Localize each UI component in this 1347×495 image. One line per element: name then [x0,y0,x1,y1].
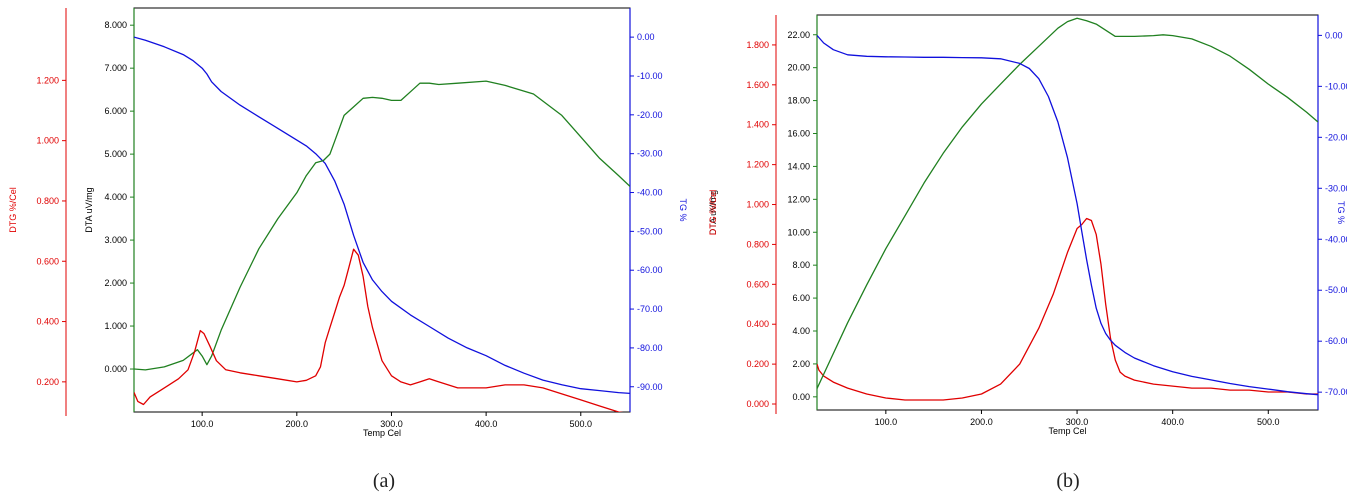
chart-b-tg-axis-label: TG % [1336,201,1346,224]
chart-a-plot-frame [133,7,631,413]
chart-b-dta-axis-label: DTA uV/mg [708,190,718,235]
chart-a-dta-tick-label: 0.000 [104,364,127,374]
chart-b-plot-frame [816,14,1319,411]
chart-a-tg-tick-label: -10.00 [637,71,663,81]
chart-b-tg-tick-label: -60.00 [1325,336,1347,346]
chart-b-dta-tick-label: 18.00 [787,96,810,106]
chart-a-dta-series-line [134,80,630,371]
chart-a-dta-tick-label: 7.000 [104,63,127,73]
chart-b-dta-tick-label: 2.00 [792,359,810,369]
chart-b-dta-tick-label: 14.00 [787,161,810,171]
chart-a-dta-axis-label: DTA uV/mg [84,187,94,232]
chart-a-x-tick-label: 200.0 [286,419,309,429]
chart-b-dtg-tick-label: 1.600 [746,80,769,90]
chart-b-dtg-axis-label: DTG %/Cel [708,190,718,236]
chart-a-x-axis-label: Temp Cel [363,428,401,438]
chart-b-dta-tick-label: 16.00 [787,129,810,139]
chart-b-dtg-tick-label: 0.600 [746,279,769,289]
chart-a-dtg-axis-label: DTG %/Cel [8,187,18,233]
chart-b-dtg-tick-label: 1.200 [746,160,769,170]
chart-b-x-tick-label: 200.0 [970,417,993,427]
chart-b-dta-series-line [817,17,1318,389]
chart-b-tg-tick-label: 0.00 [1325,30,1343,40]
chart-b-dtg-tick-label: 0.400 [746,319,769,329]
chart-a-dtg-series-line [134,248,624,412]
chart-b-tg-tick-label: -70.00 [1325,387,1347,397]
chart-b-dtg-series-line [817,217,1318,401]
chart-a-x-tick-label: 500.0 [570,419,593,429]
chart-b-dtg-tick-label: 0.200 [746,359,769,369]
chart-a-dta-tick-label: 3.000 [104,235,127,245]
chart-a-dta-tick-label: 5.000 [104,149,127,159]
chart-a-x-tick-label: 300.0 [380,419,403,429]
chart-a-dtg-tick-label: 1.200 [36,75,59,85]
chart-b-caption: (b) [1056,470,1079,492]
chart-b-dta-tick-label: 20.00 [787,63,810,73]
chart-a-dtg-tick-label: 0.400 [36,317,59,327]
chart-a-tg-tick-label: -90.00 [637,382,663,392]
chart-b-x-axis-label: Temp Cel [1048,426,1086,436]
chart-a-dtg-tick-label: 0.200 [36,377,59,387]
chart-a-x-tick-label: 100.0 [191,419,214,429]
chart-b-dta-tick-label: 6.00 [792,293,810,303]
chart-a-tg-tick-label: 0.00 [637,32,655,42]
chart-b-dta-tick-label: 8.00 [792,260,810,270]
chart-b-x-tick-label: 100.0 [875,417,898,427]
chart-b-dtg-tick-label: 0.000 [746,399,769,409]
chart-b-tg-tick-label: -40.00 [1325,234,1347,244]
chart-b-dtg-tick-label: 0.800 [746,239,769,249]
chart-a-tg-tick-label: -80.00 [637,343,663,353]
chart-a-tg-tick-label: -60.00 [637,265,663,275]
chart-a-tg-axis-label: TG % [678,198,688,221]
chart-a-tg-tick-label: -70.00 [637,304,663,314]
chart-b-tg-tick-label: -50.00 [1325,285,1347,295]
chart-a-tg-tick-label: -20.00 [637,110,663,120]
chart-b-tg-tick-label: -20.00 [1325,132,1347,142]
chart-a-dtg-tick-label: 0.800 [36,196,59,206]
chart-a-tg-tick-label: -30.00 [637,149,663,159]
chart-a-x-tick-label: 400.0 [475,419,498,429]
chart-b-dta-tick-label: 12.00 [787,194,810,204]
chart-a-caption: (a) [373,470,395,492]
chart-b-dta-tick-label: 10.00 [787,227,810,237]
chart-a-tg-tick-label: -40.00 [637,188,663,198]
chart-a-tg-tick-label: -50.00 [637,226,663,236]
chart-b-dta-tick-label: 4.00 [792,326,810,336]
chart-a-dtg-tick-label: 1.000 [36,136,59,146]
chart-a-dta-tick-label: 6.000 [104,106,127,116]
chart-b-x-tick-label: 300.0 [1066,417,1089,427]
chart-b-x-tick-label: 500.0 [1257,417,1280,427]
chart-b-tg-series-line [817,34,1318,396]
chart-b-dtg-tick-label: 1.400 [746,120,769,130]
chart-a-dtg-tick-label: 0.600 [36,256,59,266]
chart-a-dta-tick-label: 8.000 [104,20,127,30]
chart-a-dta-tick-label: 4.000 [104,192,127,202]
chart-b-tg-tick-label: -30.00 [1325,183,1347,193]
chart-a-tg-series-line [134,36,630,395]
chart-b-dtg-tick-label: 1.800 [746,40,769,50]
chart-b-x-tick-label: 400.0 [1161,417,1184,427]
chart-b-dtg-tick-label: 1.000 [746,200,769,210]
chart-b-dta-tick-label: 0.00 [792,392,810,402]
chart-b-dta-tick-label: 22.00 [787,30,810,40]
chart-a-dta-tick-label: 2.000 [104,278,127,288]
chart-a-dta-tick-label: 1.000 [104,321,127,331]
chart-b-tg-tick-label: -10.00 [1325,81,1347,91]
